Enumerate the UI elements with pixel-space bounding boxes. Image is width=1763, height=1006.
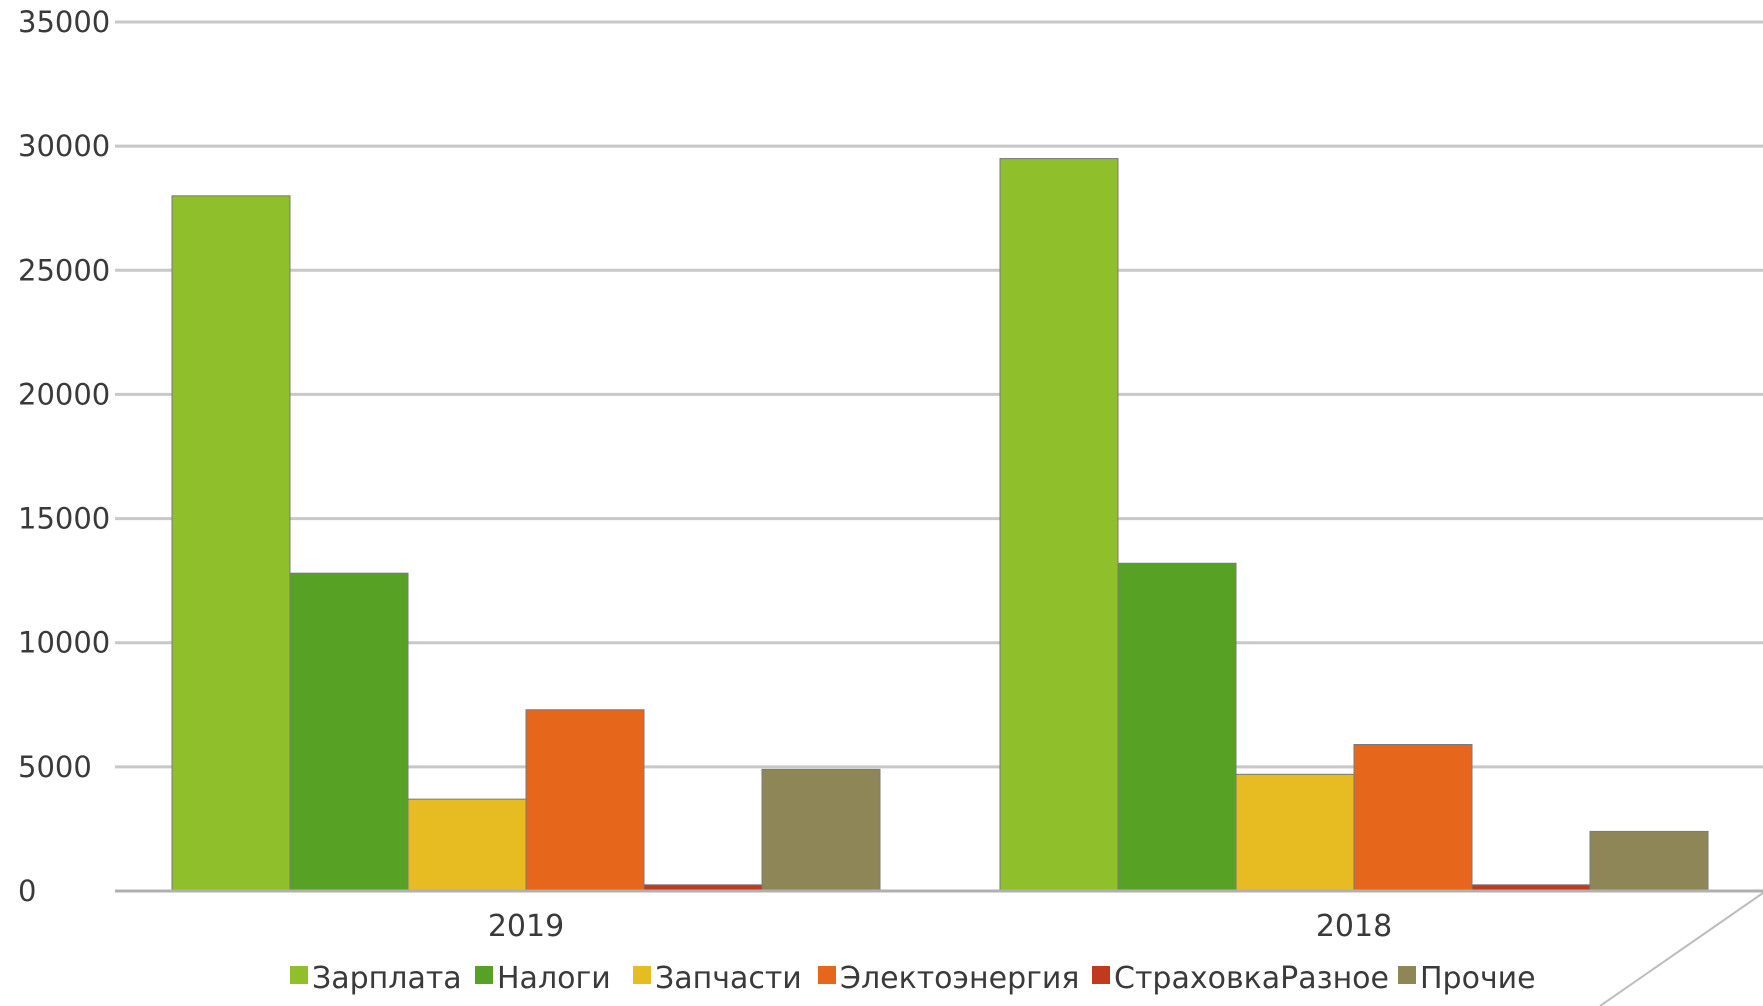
legend-label: СтраховкаРазное	[1114, 961, 1389, 996]
decorative-corner-line	[1599, 892, 1763, 1006]
bar	[1589, 830, 1709, 892]
legend-label: Прочие	[1420, 961, 1536, 996]
legend-swatch	[1398, 966, 1416, 984]
bar	[289, 572, 409, 892]
legend-label: Электоэнергия	[840, 961, 1079, 996]
legend-swatch	[290, 966, 308, 984]
y-tick-label: 25000	[18, 253, 110, 287]
y-tick-label: 35000	[18, 5, 110, 39]
legend-swatch	[818, 966, 836, 984]
bar	[761, 768, 881, 892]
legend-label: Налоги	[497, 961, 611, 996]
x-category-label: 2018	[1316, 909, 1392, 944]
y-axis-tick-labels: 0 5000 10000 15000 20000 25000 30000 35000	[18, 5, 110, 908]
legend-label: Запчасти	[655, 961, 802, 996]
legend: Зарплата Налоги Запчасти Электоэнергия Страх…	[290, 961, 1536, 996]
bar	[171, 195, 291, 892]
x-category-label: 2019	[488, 909, 564, 944]
legend-label: Зарплата	[312, 961, 462, 996]
x-axis-category-labels: 2019 2018	[488, 909, 1392, 944]
bar	[1235, 773, 1355, 892]
y-tick-label: 10000	[18, 626, 110, 660]
bar	[525, 709, 645, 892]
y-tick-label: 0	[18, 874, 36, 908]
y-tick-label: 30000	[18, 129, 110, 163]
bar	[999, 158, 1119, 892]
y-tick-label: 20000	[18, 377, 110, 411]
y-tick-label: 5000	[18, 750, 92, 784]
bar	[1353, 744, 1473, 892]
legend-swatch	[475, 966, 493, 984]
y-tick-label: 15000	[18, 502, 110, 536]
bar	[1117, 562, 1237, 892]
legend-swatch	[633, 966, 651, 984]
bar	[407, 798, 527, 892]
bars	[171, 158, 1709, 892]
legend-swatch	[1092, 966, 1110, 984]
